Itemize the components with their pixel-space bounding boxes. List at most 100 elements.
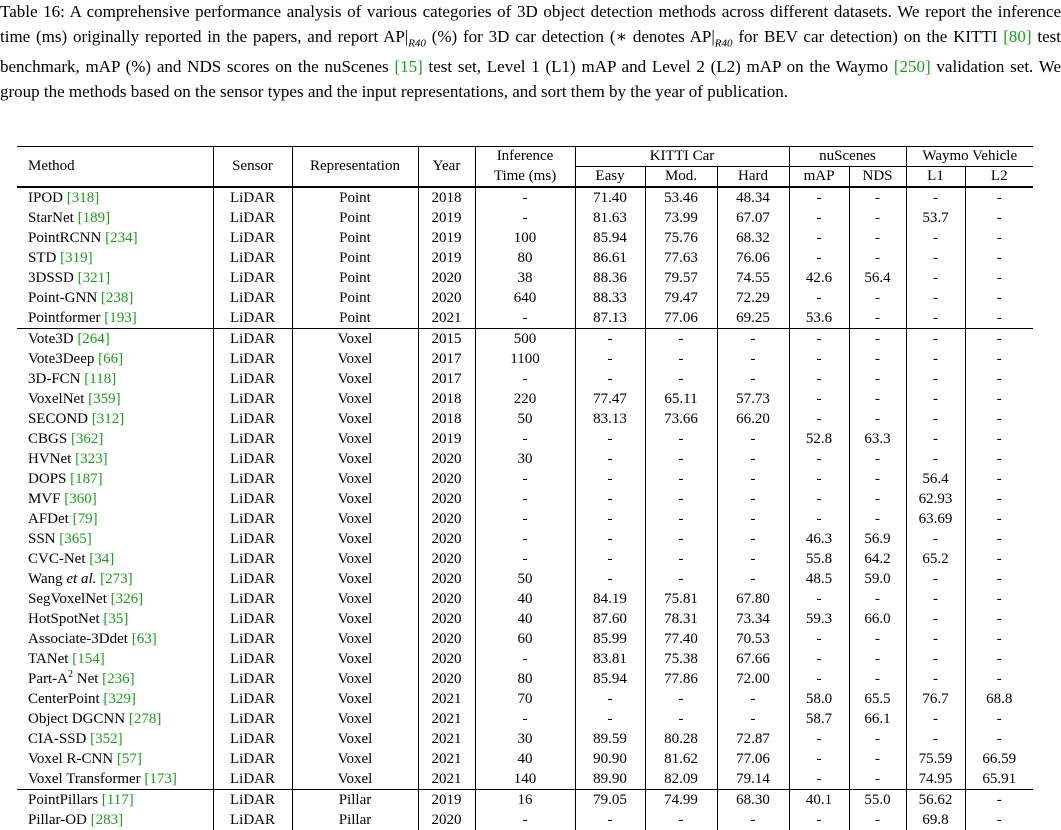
citation-link[interactable]: [323] — [75, 451, 108, 467]
header-l2: L2 — [965, 166, 1033, 188]
cell-year: 2018 — [418, 409, 476, 429]
cell-l1: 74.95 — [906, 769, 966, 790]
citation-link[interactable]: [57] — [116, 751, 142, 767]
cell-year: 2020 — [418, 529, 476, 549]
cell-year: 2019 — [418, 429, 476, 449]
cell-easy: - — [575, 449, 646, 469]
cell-map: - — [789, 208, 850, 228]
citation-link[interactable]: [236] — [102, 671, 135, 687]
citation-link[interactable]: [66] — [98, 351, 124, 367]
cell-time: - — [475, 208, 576, 228]
cell-sensor: LiDAR — [213, 409, 293, 429]
cell-easy: 77.47 — [575, 389, 646, 409]
citation-link[interactable]: [154] — [72, 651, 105, 667]
cell-mod: 77.40 — [645, 629, 718, 649]
citation-link[interactable]: [34] — [89, 551, 115, 567]
cell-time: 60 — [475, 629, 576, 649]
cell-time: - — [475, 649, 576, 669]
cell-time: 100 — [475, 228, 576, 248]
cell-easy: 89.90 — [575, 769, 646, 790]
citation-link[interactable]: [15] — [394, 57, 423, 77]
cell-mod: - — [645, 509, 718, 529]
citation-link[interactable]: [117] — [101, 792, 134, 808]
table-row: Vote3D [264] LiDAR Voxel 2015 500- - - - - - - — [17, 328, 1033, 349]
citation-link[interactable]: [318] — [66, 190, 100, 206]
method-name: 3DSSD [321] — [17, 268, 214, 288]
cell-hard: - — [717, 810, 790, 830]
cell-year: 2020 — [418, 810, 476, 830]
cell-mod: - — [645, 810, 718, 830]
method-name: PointPillars [117] — [17, 789, 214, 810]
cell-l2: - — [996, 250, 1002, 266]
cell-l1: - — [906, 409, 966, 429]
header-hard: Hard — [717, 166, 790, 188]
citation-link[interactable]: [193] — [104, 310, 137, 326]
cell-mod: 80.28 — [645, 729, 718, 749]
cell-map: 55.8 — [789, 549, 850, 569]
citation-link[interactable]: [362] — [70, 431, 104, 447]
table-row: VoxelNet [359] LiDAR Voxel 2018 220 77.47 65.1… — [17, 389, 1033, 409]
cell-easy: 88.33 — [575, 288, 646, 308]
cell-l2: - — [996, 631, 1002, 647]
cell-easy: 87.13 — [575, 308, 646, 329]
cell-mod: 65.11 — [645, 389, 718, 409]
table-row: HVNet [323] LiDAR Voxel 2020 30- - - - - - - — [17, 449, 1033, 469]
cell-rep: Voxel — [292, 349, 419, 369]
cell-nds: - — [849, 489, 907, 509]
cell-easy: 89.59 — [575, 729, 646, 749]
citation-link[interactable]: [264] — [77, 331, 110, 347]
citation-link[interactable]: [79] — [72, 511, 98, 527]
citation-link[interactable]: [187] — [70, 471, 103, 487]
cell-hard: - — [717, 509, 790, 529]
citation-link[interactable]: [80] — [1003, 26, 1032, 46]
citation-link[interactable]: [352] — [90, 731, 123, 747]
citation-link[interactable]: [273] — [100, 571, 133, 587]
method-name: PointRCNN [234] — [17, 228, 214, 248]
citation-link[interactable]: [321] — [77, 270, 111, 286]
cell-l1: 65.2 — [906, 549, 966, 569]
citation-link[interactable]: [326] — [110, 591, 144, 607]
citation-link[interactable]: [250] — [893, 57, 931, 77]
cell-rep: Voxel — [292, 589, 419, 609]
citation-link[interactable]: [278] — [128, 711, 162, 727]
citation-link[interactable]: [234] — [105, 230, 138, 246]
cell-time: - — [475, 549, 576, 569]
header-easy: Easy — [575, 166, 646, 188]
citation-link[interactable]: [238] — [100, 290, 134, 306]
header-inference-2: Time (ms) — [475, 166, 576, 188]
citation-link[interactable]: [329] — [103, 691, 136, 707]
cell-hard: 70.53 — [717, 629, 790, 649]
cell-year: 2020 — [418, 669, 476, 689]
citation-link[interactable]: [189] — [77, 210, 111, 226]
cell-l2: - — [996, 371, 1002, 387]
cell-rep: Voxel — [292, 409, 419, 429]
cell-l2: - — [996, 571, 1002, 587]
table-row: CVC-Net [34] LiDAR Voxel 2020- - - -55.8 64.2 65… — [17, 549, 1033, 569]
cell-year: 2020 — [418, 549, 476, 569]
citation-link[interactable]: [359] — [88, 391, 121, 407]
cell-time: 40 — [475, 609, 576, 629]
citation-link[interactable]: [360] — [64, 491, 97, 507]
table-row: Pillar-OD [283] LiDAR Pillar 2020- - - - - -69.8… — [17, 810, 1033, 830]
cell-hard: 68.32 — [717, 228, 790, 248]
cell-hard: 72.29 — [717, 288, 790, 308]
cell-year: 2020 — [418, 629, 476, 649]
table-row: MVF [360] LiDAR Voxel 2020- - - - - -62.93- — [17, 489, 1033, 509]
cell-easy: - — [575, 689, 646, 709]
citation-link[interactable]: [173] — [144, 771, 177, 787]
method-name: STD [319] — [17, 248, 214, 268]
cell-l1: 62.93 — [906, 489, 966, 509]
citation-link[interactable]: [319] — [60, 250, 93, 266]
citation-link[interactable]: [63] — [131, 631, 157, 647]
cell-l1: - — [906, 609, 966, 629]
cell-hard: - — [717, 489, 790, 509]
citation-link[interactable]: [35] — [103, 611, 129, 627]
cell-nds: 59.0 — [849, 569, 907, 589]
method-name: Pillar-OD [283] — [17, 810, 214, 830]
citation-link[interactable]: [118] — [84, 371, 117, 387]
header-waymo: Waymo Vehicle — [906, 146, 1033, 167]
citation-link[interactable]: [283] — [90, 812, 124, 828]
method-name: IPOD [318] — [17, 186, 214, 208]
citation-link[interactable]: [312] — [91, 411, 125, 427]
citation-link[interactable]: [365] — [59, 531, 92, 547]
